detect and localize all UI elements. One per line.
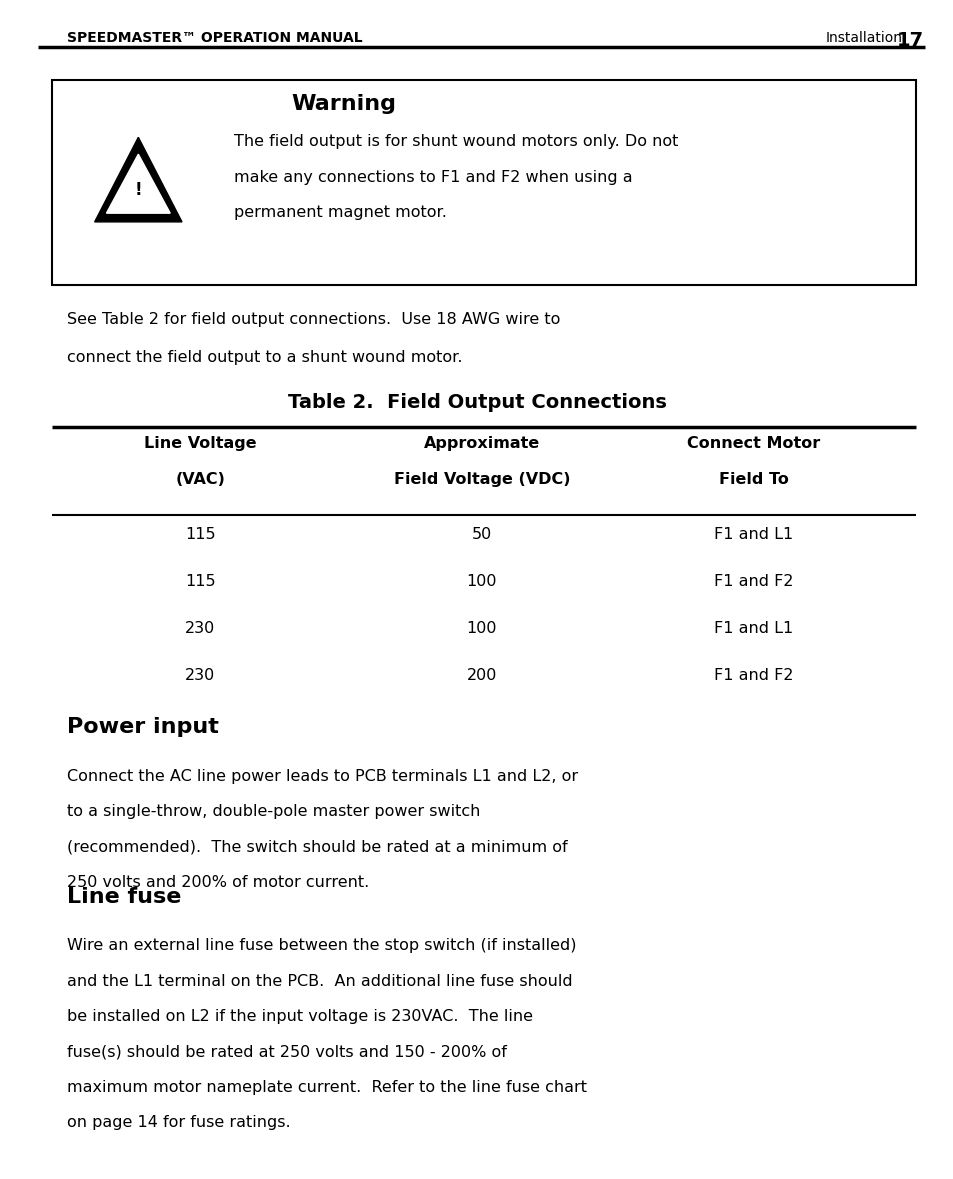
Text: Field Voltage (VDC): Field Voltage (VDC) bbox=[393, 472, 570, 487]
Text: Power input: Power input bbox=[67, 717, 218, 737]
Text: F1 and L1: F1 and L1 bbox=[713, 621, 793, 637]
Text: fuse(s) should be rated at 250 volts and 150 - 200% of: fuse(s) should be rated at 250 volts and… bbox=[67, 1045, 506, 1060]
Text: (VAC): (VAC) bbox=[175, 472, 225, 487]
Text: 50: 50 bbox=[471, 527, 492, 542]
Text: F1 and F2: F1 and F2 bbox=[713, 668, 793, 684]
Text: Line fuse: Line fuse bbox=[67, 887, 181, 907]
Text: 200: 200 bbox=[466, 668, 497, 684]
Text: 115: 115 bbox=[185, 574, 215, 590]
Text: 250 volts and 200% of motor current.: 250 volts and 200% of motor current. bbox=[67, 875, 369, 890]
Text: (recommended).  The switch should be rated at a minimum of: (recommended). The switch should be rate… bbox=[67, 839, 567, 855]
Text: 17: 17 bbox=[896, 31, 923, 50]
Text: F1 and F2: F1 and F2 bbox=[713, 574, 793, 590]
Text: 100: 100 bbox=[466, 621, 497, 637]
Text: 100: 100 bbox=[466, 574, 497, 590]
Text: and the L1 terminal on the PCB.  An additional line fuse should: and the L1 terminal on the PCB. An addit… bbox=[67, 974, 572, 989]
Text: make any connections to F1 and F2 when using a: make any connections to F1 and F2 when u… bbox=[233, 170, 632, 185]
Text: SPEEDMASTER™ OPERATION MANUAL: SPEEDMASTER™ OPERATION MANUAL bbox=[67, 31, 362, 45]
Text: 115: 115 bbox=[185, 527, 215, 542]
Text: Field To: Field To bbox=[718, 472, 788, 487]
Text: be installed on L2 if the input voltage is 230VAC.  The line: be installed on L2 if the input voltage … bbox=[67, 1009, 532, 1025]
Text: The field output is for shunt wound motors only. Do not: The field output is for shunt wound moto… bbox=[233, 134, 678, 150]
Text: Connect the AC line power leads to PCB terminals L1 and L2, or: Connect the AC line power leads to PCB t… bbox=[67, 769, 578, 784]
Text: maximum motor nameplate current.  Refer to the line fuse chart: maximum motor nameplate current. Refer t… bbox=[67, 1080, 586, 1095]
Text: 230: 230 bbox=[185, 621, 215, 637]
Text: Warning: Warning bbox=[291, 94, 395, 114]
Text: connect the field output to a shunt wound motor.: connect the field output to a shunt woun… bbox=[67, 350, 462, 365]
Polygon shape bbox=[94, 137, 182, 222]
Polygon shape bbox=[107, 154, 170, 213]
Text: Table 2.  Field Output Connections: Table 2. Field Output Connections bbox=[287, 393, 666, 411]
Text: !: ! bbox=[134, 180, 142, 199]
Text: permanent magnet motor.: permanent magnet motor. bbox=[233, 205, 446, 220]
Text: Wire an external line fuse between the stop switch (if installed): Wire an external line fuse between the s… bbox=[67, 938, 576, 954]
Text: Connect Motor: Connect Motor bbox=[686, 436, 820, 452]
Text: Line Voltage: Line Voltage bbox=[144, 436, 256, 452]
Text: F1 and L1: F1 and L1 bbox=[713, 527, 793, 542]
FancyBboxPatch shape bbox=[52, 80, 915, 285]
Text: Installation: Installation bbox=[824, 31, 902, 45]
Text: 230: 230 bbox=[185, 668, 215, 684]
Text: to a single-throw, double-pole master power switch: to a single-throw, double-pole master po… bbox=[67, 804, 479, 819]
Text: Approximate: Approximate bbox=[423, 436, 539, 452]
Text: on page 14 for fuse ratings.: on page 14 for fuse ratings. bbox=[67, 1115, 290, 1131]
Text: See Table 2 for field output connections.  Use 18 AWG wire to: See Table 2 for field output connections… bbox=[67, 312, 559, 328]
